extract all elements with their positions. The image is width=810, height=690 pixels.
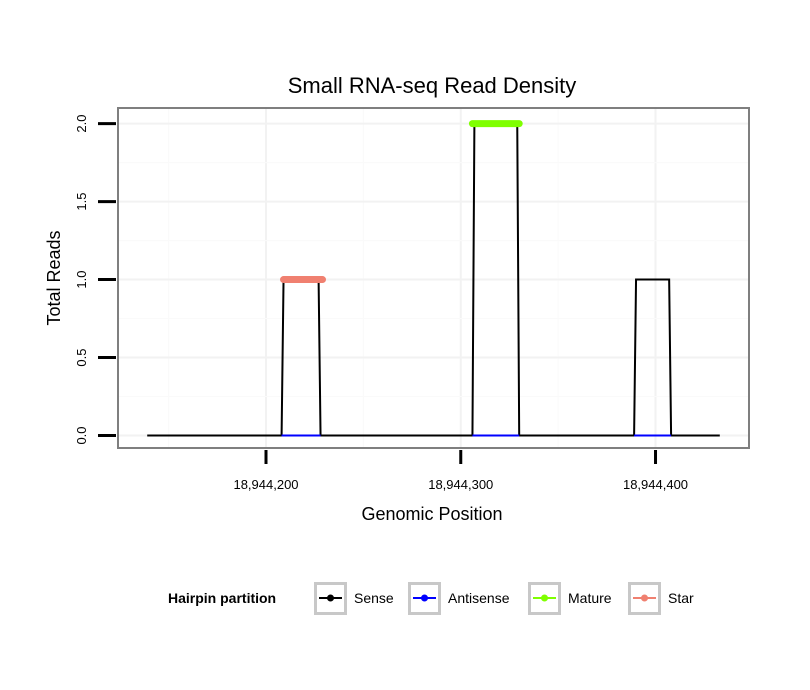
legend-key-dot-sense [327, 594, 334, 602]
x-tick-label: 18,944,300 [428, 477, 493, 492]
y-tick-label: 0.0 [74, 426, 89, 444]
legend-title: Hairpin partition [168, 590, 276, 606]
x-tick-label: 18,944,200 [233, 477, 298, 492]
legend-label-sense: Sense [354, 590, 394, 606]
legend-label-antisense: Antisense [448, 590, 510, 606]
chart-title: Small RNA-seq Read Density [288, 73, 577, 98]
plot-panel-border [117, 107, 750, 449]
legend-label-mature: Mature [568, 590, 612, 606]
series-layer [147, 120, 720, 437]
legend: Hairpin partition Sense Antisense Mature St… [168, 582, 694, 615]
y-axis: 0.0 0.5 1.0 1.5 2.0 [74, 115, 116, 445]
grid-lines [118, 108, 749, 448]
legend-key-dot-star [641, 594, 648, 602]
y-tick-label: 1.0 [74, 271, 89, 289]
x-axis-title: Genomic Position [361, 504, 502, 524]
legend-key-dot-mature [541, 594, 548, 602]
legend-key-dot-antisense [421, 594, 428, 602]
y-tick-label: 1.5 [74, 193, 89, 211]
y-tick-label: 2.0 [74, 115, 89, 133]
y-axis-title: Total Reads [44, 230, 64, 325]
y-tick-label: 0.5 [74, 349, 89, 367]
x-tick-label: 18,944,400 [623, 477, 688, 492]
legend-label-star: Star [668, 590, 694, 606]
x-axis: 18,944,200 18,944,300 18,944,400 [233, 450, 688, 492]
